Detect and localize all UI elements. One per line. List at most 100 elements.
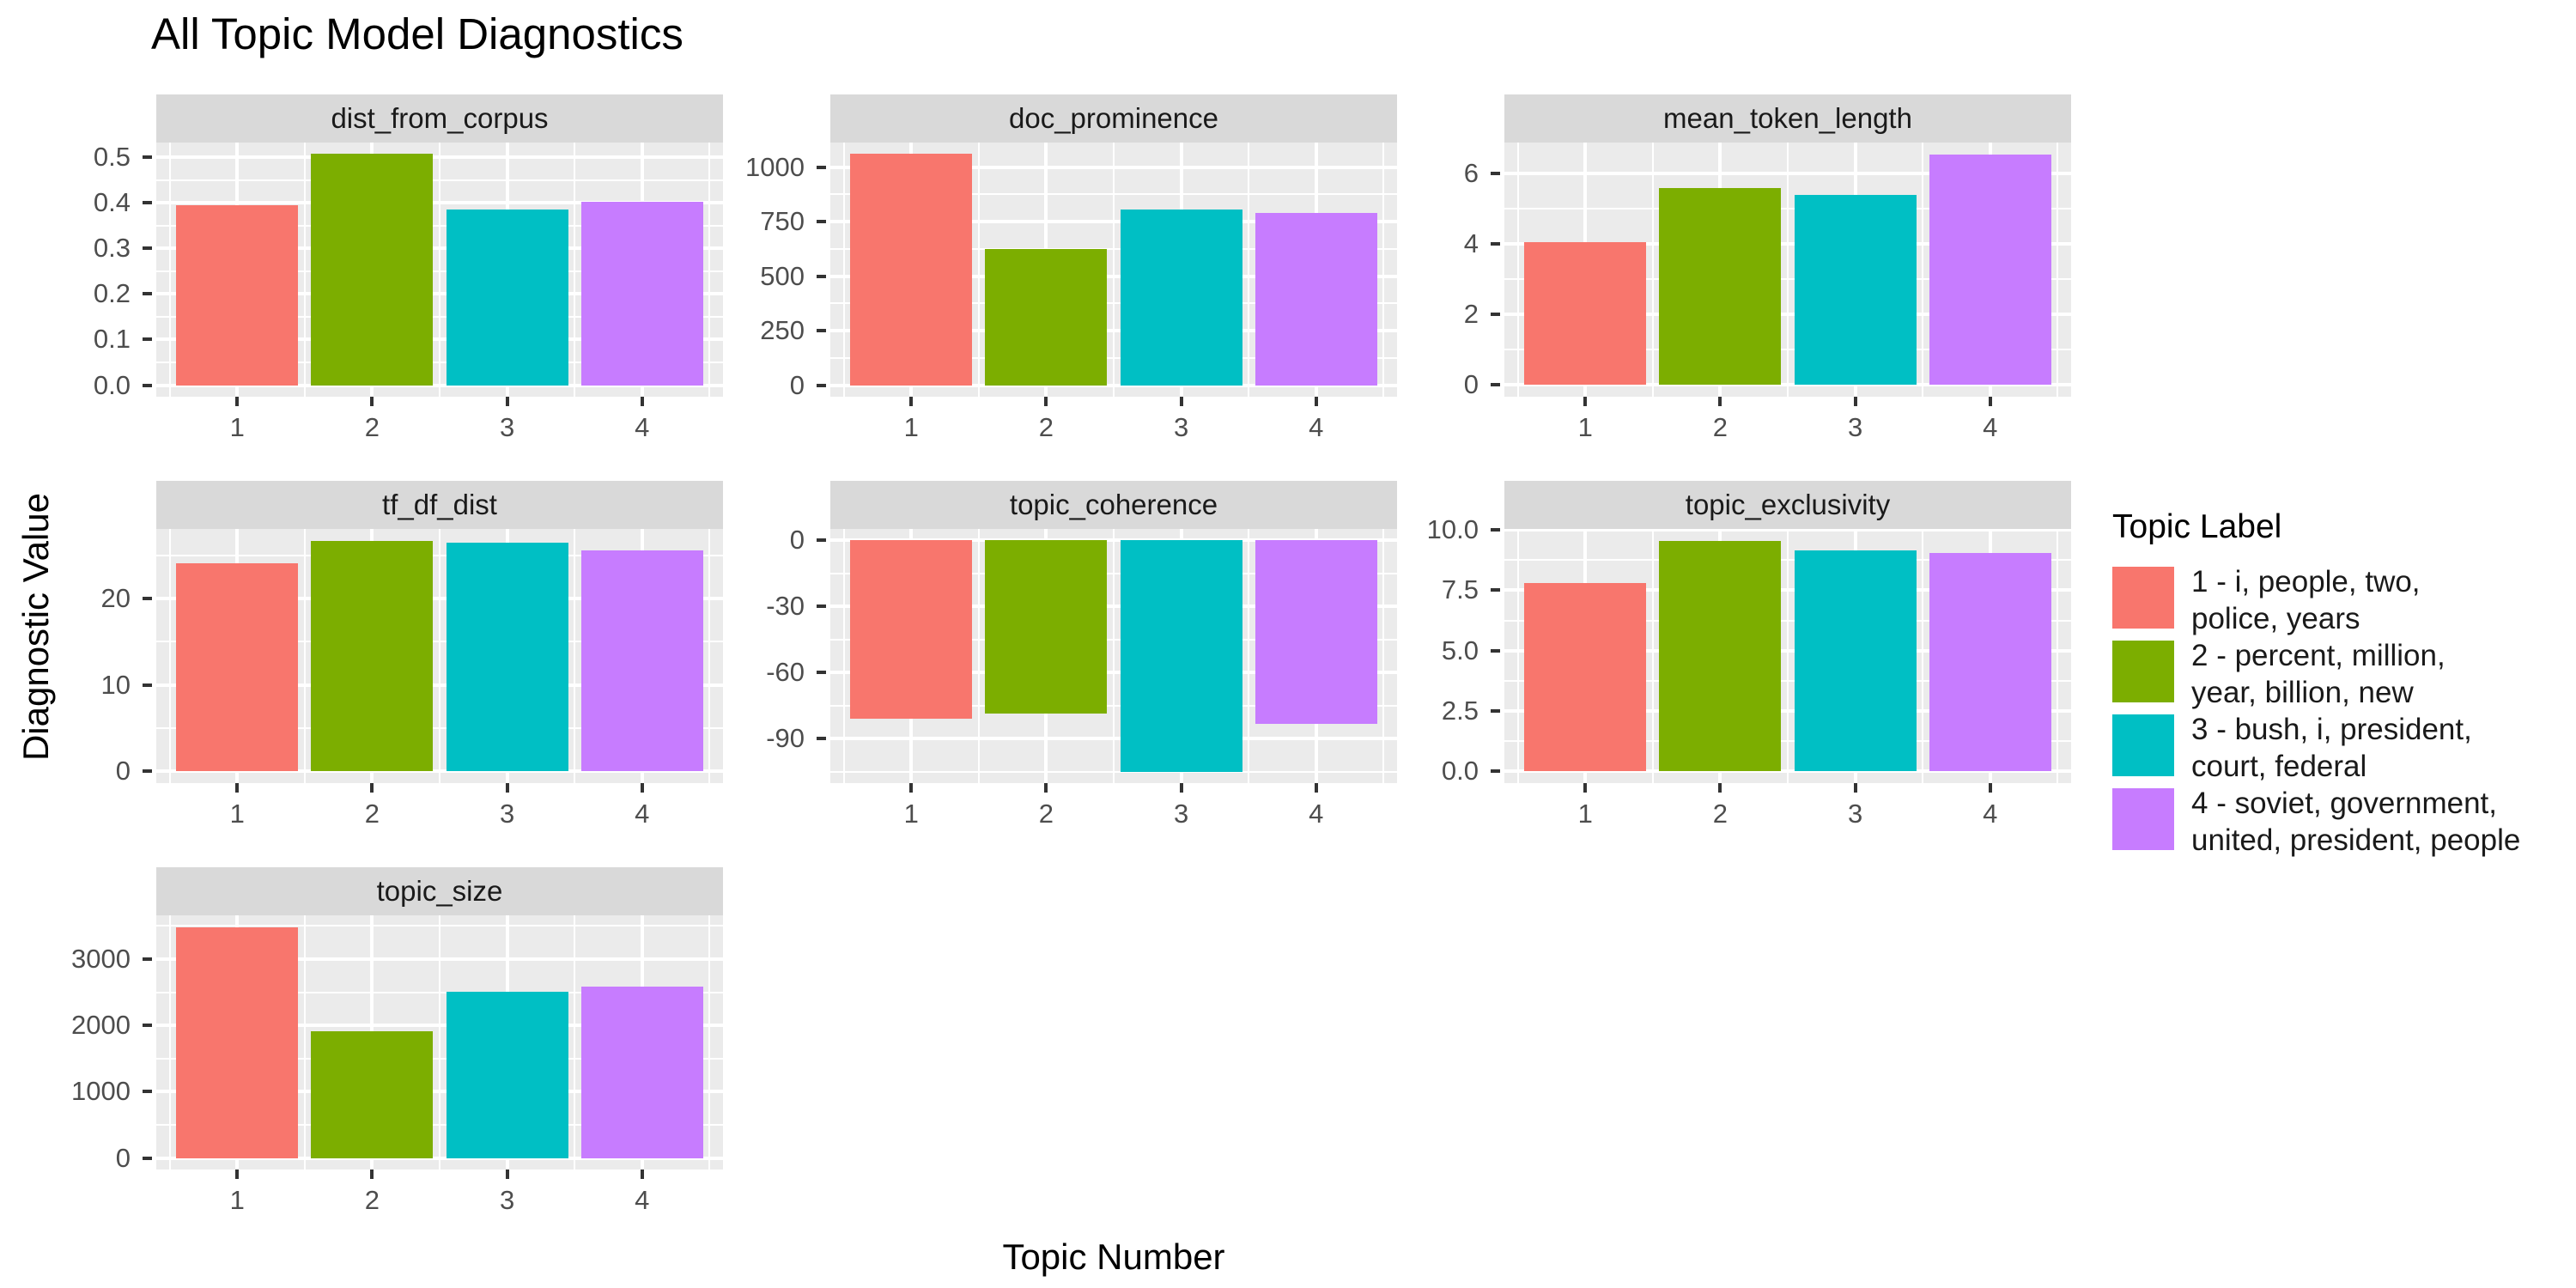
x-tick-mark [505,1170,509,1179]
facet-strip-title: mean_token_length [1663,102,1912,134]
y-tick-label: 20 [100,583,131,613]
x-tick-label: 1 [1577,799,1593,829]
legend-item-1: 1 - i, people, two, police, years [2112,563,2520,637]
y-tick-label: -90 [766,723,805,754]
x-tick-mark [1988,397,1992,406]
x-tick-mark [1044,397,1048,406]
bar-doc_prominence-topic-1 [850,154,973,386]
y-tick-mark [1491,648,1500,653]
legend-label-line: 4 - soviet, government, [2191,787,2497,820]
bar-topic_coherence-topic-2 [985,540,1108,714]
legend-label-line: year, billion, new [2191,676,2414,709]
legend-label-topic-2: 2 - percent, million, year, billion, new [2191,637,2445,711]
x-tick-label: 3 [499,1185,515,1215]
facet-strip-title: topic_size [376,875,503,907]
facet-topic_exclusivity: topic_exclusivity 0.0 2.5 5.0 7.5 10.0 1 2 3 4 [1419,481,2071,838]
facet-topic_size: topic_size 0 1000 2000 3000 1 2 3 4 [70,867,723,1224]
x-tick-mark [1044,783,1048,793]
x-tick-mark [1853,783,1857,793]
bar-topic_exclusivity-topic-2 [1659,540,1782,772]
x-tick-mark [1314,397,1318,406]
gridline-v-minor [574,915,576,1170]
y-tick-label: 2000 [71,1010,131,1041]
y-tick-label: 10 [100,669,131,700]
legend-label-topic-3: 3 - bush, i, president, court, federal [2191,711,2472,785]
x-tick-mark [1314,783,1318,793]
x-tick-mark [235,397,240,406]
y-tick-mark [1491,709,1500,714]
x-tick-label: 3 [1173,799,1189,829]
y-tick-label: 0.4 [93,187,131,218]
facet-strip-title: doc_prominence [1009,102,1218,134]
bar-doc_prominence-topic-2 [985,248,1108,386]
legend-label-line: police, years [2191,602,2360,635]
x-tick-label: 3 [499,412,515,442]
y-tick-mark [143,155,152,160]
bar-dist_from_corpus-topic-4 [580,202,703,386]
bar-tf_df_dist-topic-2 [311,540,434,772]
x-tick-mark [1853,397,1857,406]
y-tick-label: 5.0 [1441,635,1479,665]
gridline-v-minor [574,143,576,397]
gridline-v-minor [977,143,980,397]
facet-panel-dist_from_corpus [156,143,723,397]
gridline-v-minor [2057,143,2059,397]
facet-strip-title: topic_exclusivity [1685,489,1891,520]
x-tick-mark [1988,783,1992,793]
gridline-v-minor [1113,529,1115,783]
y-tick-mark [817,605,826,609]
y-tick-mark [817,165,826,169]
facet-strip: tf_df_dist [156,481,723,529]
x-tick-label: 4 [635,799,650,829]
y-tick-mark [143,1024,152,1028]
x-tick-mark [1583,397,1588,406]
y-tick-label: 0 [115,756,131,787]
x-tick-label: 1 [903,412,919,442]
x-tick-label: 4 [635,1185,650,1215]
gridline-v-minor [1787,143,1789,397]
facet-topic_coherence: topic_coherence -90 -60 -30 0 1 2 3 4 [744,481,1397,838]
y-tick-mark [1491,172,1500,176]
y-tick-label: 0.3 [93,233,131,264]
bar-topic_exclusivity-topic-3 [1794,550,1917,772]
y-tick-label: 0.0 [93,369,131,400]
x-tick-label: 3 [1173,412,1189,442]
y-tick-mark [143,597,152,600]
y-tick-mark [1491,528,1500,532]
x-tick-label: 4 [1983,412,1998,442]
x-tick-label: 1 [1577,412,1593,442]
bar-topic_exclusivity-topic-4 [1929,552,2051,772]
facet-strip: topic_size [156,867,723,915]
y-tick-mark [1491,313,1500,317]
facet-panel-topic_coherence [830,529,1397,783]
x-tick-mark [505,783,509,793]
bar-dist_from_corpus-topic-2 [311,154,434,386]
x-tick-mark [640,1170,644,1179]
x-tick-mark [1718,783,1722,793]
bar-topic_size-topic-3 [446,991,568,1158]
x-tick-label: 4 [1983,799,1998,829]
legend-swatch-topic-4 [2112,788,2174,850]
y-tick-mark [817,671,826,675]
gridline-v-minor [168,143,171,397]
y-tick-mark [1491,588,1500,592]
y-tick-label: 2.5 [1441,696,1479,726]
gridline-v-minor [1248,143,1250,397]
legend-label-line: 2 - percent, million, [2191,639,2445,672]
x-axis-title: Topic Number [1002,1236,1225,1277]
bar-tf_df_dist-topic-3 [446,542,568,772]
bar-mean_token_length-topic-2 [1659,187,1782,386]
x-tick-label: 2 [364,1185,380,1215]
bar-mean_token_length-topic-4 [1929,154,2051,386]
legend-label-line: 3 - bush, i, president, [2191,713,2472,746]
y-tick-label: 500 [760,260,805,291]
x-tick-mark [370,783,374,793]
facet-strip-title: dist_from_corpus [331,102,549,134]
facet-panel-tf_df_dist [156,529,723,783]
y-tick-mark [1491,242,1500,246]
gridline-v-minor [2057,529,2059,783]
legend-swatch-topic-3 [2112,714,2174,776]
facet-panel-topic_exclusivity [1504,529,2071,783]
y-tick-mark [817,274,826,278]
